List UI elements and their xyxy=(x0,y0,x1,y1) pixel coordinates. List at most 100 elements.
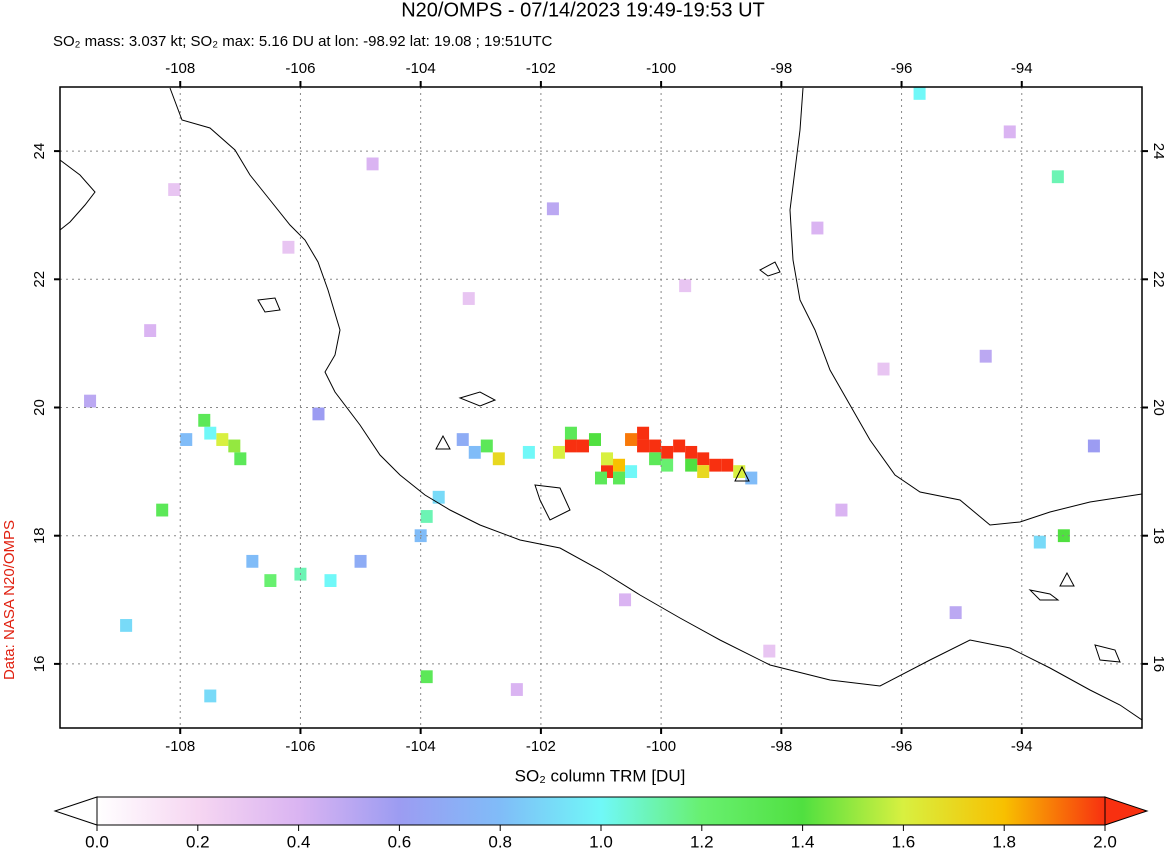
so2-pixel xyxy=(949,606,962,620)
so2-pixel xyxy=(697,465,710,479)
x-tick-label: -108 xyxy=(165,60,195,77)
so2-pixel xyxy=(1142,305,1154,318)
so2-pixel xyxy=(835,503,848,517)
axes: -108 -108 -106 -106 -104 -104 -102 -102 -100 -100… xyxy=(31,60,1166,755)
so2-pixel xyxy=(204,689,217,703)
so2-pixel xyxy=(180,433,193,446)
so2-pixel xyxy=(228,439,241,453)
x-tick-label: -104 xyxy=(406,738,436,755)
x-tick-label: -108 xyxy=(165,738,195,755)
colorbar-tick-label: 1.6 xyxy=(892,832,916,851)
so2-pixel xyxy=(522,445,535,459)
so2-pixel xyxy=(625,433,638,446)
so2-pixel xyxy=(877,362,890,376)
y-tick-label: 24 xyxy=(1150,143,1166,160)
so2-pixel xyxy=(913,87,926,100)
title: N20/OMPS - 07/14/2023 19:49-19:53 UT xyxy=(401,0,765,21)
so2-pixel xyxy=(168,183,181,196)
colorbar-tick-label: 0.6 xyxy=(388,832,412,851)
so2-pixel xyxy=(763,644,776,658)
so2-pixel xyxy=(637,426,650,440)
pixel-layer xyxy=(84,87,1154,703)
y-tick-label: 24 xyxy=(31,143,48,160)
x-tick-label: -96 xyxy=(891,60,913,77)
colorbar xyxy=(96,796,1106,826)
coast-pacific xyxy=(169,87,1142,721)
so2-pixel xyxy=(432,490,445,504)
so2-pixel xyxy=(234,452,247,466)
so2-pixel xyxy=(721,458,734,472)
so2-pixel xyxy=(354,554,367,568)
so2-pixel xyxy=(198,413,211,427)
credit: Data: NASA N20/OMPS xyxy=(1,520,18,680)
so2-pixel xyxy=(120,619,133,632)
so2-pixel xyxy=(1051,170,1064,184)
colorbar-tick-label: 0.2 xyxy=(186,832,210,851)
so2-pixel xyxy=(649,439,662,453)
so2-pixel xyxy=(282,240,295,254)
colorbar-tick-label: 1.2 xyxy=(690,832,714,851)
colorbar-tick-label: 1.8 xyxy=(992,832,1016,851)
so2-pixel xyxy=(637,439,650,453)
so2-pixel xyxy=(1033,535,1046,549)
so2-pixel xyxy=(546,202,559,216)
so2-pixel xyxy=(204,426,217,440)
so2-pixel xyxy=(468,445,481,459)
so2-pixel xyxy=(613,471,626,485)
x-tick-label: -106 xyxy=(285,60,315,77)
y-tick-label: 16 xyxy=(31,656,48,673)
so2-pixel xyxy=(661,458,674,472)
y-tick-label: 18 xyxy=(1150,527,1166,544)
so2-pixel xyxy=(510,683,523,696)
so2-pixel xyxy=(324,574,337,587)
y-tick-label: 18 xyxy=(31,527,48,544)
so2-pixel xyxy=(420,510,433,523)
volcano-marker xyxy=(1059,571,1075,587)
lakes xyxy=(257,261,1121,663)
so2-pixel xyxy=(649,452,662,466)
so2-pixel xyxy=(1087,439,1100,453)
so2-pixel xyxy=(1003,125,1016,139)
so2-pixel xyxy=(661,445,674,459)
colorbar-tick-label: 2.0 xyxy=(1093,832,1117,851)
so2-pixel xyxy=(144,324,157,337)
so2-pixel xyxy=(420,670,433,684)
so2-pixel xyxy=(312,407,325,421)
so2-pixel xyxy=(456,433,469,446)
so2-pixel xyxy=(576,439,589,453)
so2-pixel xyxy=(594,471,608,485)
volcano-marker xyxy=(734,465,750,482)
colorbar-tick-label: 0.8 xyxy=(488,832,512,851)
y-tick-label: 20 xyxy=(1150,399,1166,416)
so2-pixel xyxy=(619,593,632,607)
so2-pixel xyxy=(264,574,277,587)
so2-pixel xyxy=(462,292,475,305)
so2-pixel xyxy=(156,503,169,517)
x-tick-label: -98 xyxy=(770,60,792,77)
so2-pixel xyxy=(366,157,379,171)
so2-pixel xyxy=(613,458,626,472)
x-tick-label: -96 xyxy=(891,738,913,755)
coast-baja xyxy=(60,159,96,231)
so2-pixel xyxy=(709,458,722,472)
volcano-marker xyxy=(435,434,451,450)
x-tick-label: -102 xyxy=(526,738,556,755)
colorbar-tick-label: 1.4 xyxy=(791,832,815,851)
so2-pixel xyxy=(685,458,698,472)
so2-pixel xyxy=(216,433,229,446)
subtitle: SO₂ mass: 3.037 kt; SO₂ max: 5.16 DU at … xyxy=(53,33,553,50)
so2-pixel xyxy=(552,445,565,459)
so2-pixel xyxy=(685,445,698,459)
y-tick-label: 22 xyxy=(1150,271,1166,288)
so2-pixel xyxy=(588,433,601,446)
x-tick-label: -106 xyxy=(285,738,315,755)
so2-pixel xyxy=(246,554,259,568)
so2-pixel xyxy=(625,465,638,479)
x-tick-label: -100 xyxy=(646,60,676,77)
so2-pixel xyxy=(679,279,692,293)
colorbar-ticks: 0.0 0.2 0.4 0.6 0.8 1.0 1.2 1.4 1.6 1.8 2.0 xyxy=(85,825,1117,851)
x-tick-label: -100 xyxy=(646,738,676,755)
y-tick-label: 16 xyxy=(1150,656,1166,673)
so2-pixel xyxy=(601,452,614,466)
